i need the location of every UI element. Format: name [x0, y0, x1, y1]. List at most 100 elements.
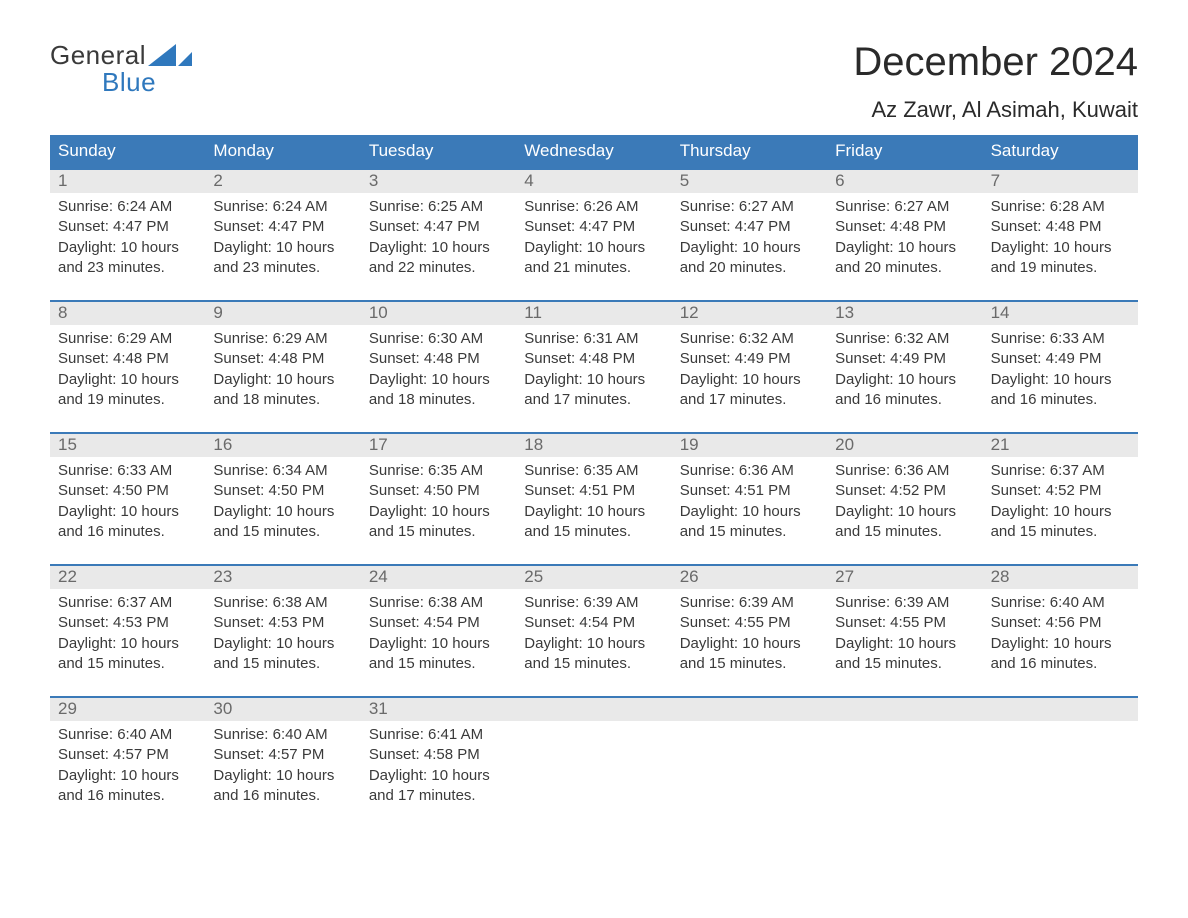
day-cell: Sunrise: 6:27 AMSunset: 4:47 PMDaylight:… — [672, 193, 827, 278]
sunset-line: Sunset: 4:57 PM — [58, 745, 197, 765]
daylight-line: Daylight: 10 hours and 17 minutes. — [369, 766, 508, 807]
sunrise-line: Sunrise: 6:38 AM — [213, 593, 352, 613]
sunrise-line: Sunrise: 6:27 AM — [835, 197, 974, 217]
month-title: December 2024 — [853, 40, 1138, 85]
day-cell: Sunrise: 6:36 AMSunset: 4:52 PMDaylight:… — [827, 457, 982, 542]
day-number: 8 — [50, 302, 205, 325]
sunrise-line: Sunrise: 6:39 AM — [524, 593, 663, 613]
daylight-line: Daylight: 10 hours and 15 minutes. — [369, 502, 508, 543]
day-cell: Sunrise: 6:26 AMSunset: 4:47 PMDaylight:… — [516, 193, 671, 278]
sunset-line: Sunset: 4:48 PM — [369, 349, 508, 369]
sunset-line: Sunset: 4:54 PM — [369, 613, 508, 633]
weekday-header: Monday — [205, 135, 360, 168]
day-number: 29 — [50, 698, 205, 721]
daylight-line: Daylight: 10 hours and 15 minutes. — [835, 634, 974, 675]
sunset-line: Sunset: 4:48 PM — [524, 349, 663, 369]
sunset-line: Sunset: 4:58 PM — [369, 745, 508, 765]
sunrise-line: Sunrise: 6:39 AM — [835, 593, 974, 613]
sunset-line: Sunset: 4:49 PM — [835, 349, 974, 369]
weeks-container: 1234567Sunrise: 6:24 AMSunset: 4:47 PMDa… — [50, 168, 1138, 806]
day-cell: Sunrise: 6:32 AMSunset: 4:49 PMDaylight:… — [672, 325, 827, 410]
sunrise-line: Sunrise: 6:24 AM — [213, 197, 352, 217]
daylight-line: Daylight: 10 hours and 16 minutes. — [58, 766, 197, 807]
day-number: 31 — [361, 698, 516, 721]
day-cell: Sunrise: 6:35 AMSunset: 4:50 PMDaylight:… — [361, 457, 516, 542]
sunset-line: Sunset: 4:54 PM — [524, 613, 663, 633]
sunset-line: Sunset: 4:49 PM — [991, 349, 1130, 369]
sunrise-line: Sunrise: 6:33 AM — [991, 329, 1130, 349]
daylight-line: Daylight: 10 hours and 19 minutes. — [58, 370, 197, 411]
day-cell: Sunrise: 6:29 AMSunset: 4:48 PMDaylight:… — [205, 325, 360, 410]
day-number — [516, 698, 671, 721]
sunrise-line: Sunrise: 6:40 AM — [991, 593, 1130, 613]
sunset-line: Sunset: 4:57 PM — [213, 745, 352, 765]
day-number: 13 — [827, 302, 982, 325]
day-number: 9 — [205, 302, 360, 325]
day-cell: Sunrise: 6:35 AMSunset: 4:51 PMDaylight:… — [516, 457, 671, 542]
sunset-line: Sunset: 4:48 PM — [213, 349, 352, 369]
day-cell: Sunrise: 6:40 AMSunset: 4:57 PMDaylight:… — [205, 721, 360, 806]
day-cell: Sunrise: 6:33 AMSunset: 4:50 PMDaylight:… — [50, 457, 205, 542]
sunrise-line: Sunrise: 6:32 AM — [835, 329, 974, 349]
daylight-line: Daylight: 10 hours and 17 minutes. — [524, 370, 663, 411]
day-cell: Sunrise: 6:24 AMSunset: 4:47 PMDaylight:… — [50, 193, 205, 278]
day-cell — [516, 721, 671, 806]
sunrise-line: Sunrise: 6:36 AM — [835, 461, 974, 481]
calendar-week: 1234567Sunrise: 6:24 AMSunset: 4:47 PMDa… — [50, 168, 1138, 278]
day-number: 7 — [983, 170, 1138, 193]
day-number: 22 — [50, 566, 205, 589]
weekday-header: Tuesday — [361, 135, 516, 168]
sunrise-line: Sunrise: 6:29 AM — [213, 329, 352, 349]
day-number-row: 22232425262728 — [50, 566, 1138, 589]
sunset-line: Sunset: 4:50 PM — [369, 481, 508, 501]
day-cell: Sunrise: 6:29 AMSunset: 4:48 PMDaylight:… — [50, 325, 205, 410]
day-number: 11 — [516, 302, 671, 325]
daylight-line: Daylight: 10 hours and 17 minutes. — [680, 370, 819, 411]
day-cell: Sunrise: 6:40 AMSunset: 4:56 PMDaylight:… — [983, 589, 1138, 674]
header: General Blue December 2024 Az Zawr, Al A… — [50, 40, 1138, 123]
sunrise-line: Sunrise: 6:40 AM — [213, 725, 352, 745]
day-number: 23 — [205, 566, 360, 589]
day-number-row: 891011121314 — [50, 302, 1138, 325]
daylight-line: Daylight: 10 hours and 15 minutes. — [835, 502, 974, 543]
day-cell: Sunrise: 6:31 AMSunset: 4:48 PMDaylight:… — [516, 325, 671, 410]
day-number: 14 — [983, 302, 1138, 325]
day-cell: Sunrise: 6:30 AMSunset: 4:48 PMDaylight:… — [361, 325, 516, 410]
logo: General Blue — [50, 40, 156, 100]
sunrise-line: Sunrise: 6:32 AM — [680, 329, 819, 349]
day-number: 10 — [361, 302, 516, 325]
day-number: 4 — [516, 170, 671, 193]
daylight-line: Daylight: 10 hours and 15 minutes. — [58, 634, 197, 675]
sunset-line: Sunset: 4:48 PM — [58, 349, 197, 369]
daylight-line: Daylight: 10 hours and 15 minutes. — [213, 502, 352, 543]
day-number-row: 293031 — [50, 698, 1138, 721]
daylight-line: Daylight: 10 hours and 22 minutes. — [369, 238, 508, 279]
day-number-row: 1234567 — [50, 170, 1138, 193]
day-cell: Sunrise: 6:28 AMSunset: 4:48 PMDaylight:… — [983, 193, 1138, 278]
sunset-line: Sunset: 4:52 PM — [835, 481, 974, 501]
day-cell: Sunrise: 6:39 AMSunset: 4:55 PMDaylight:… — [672, 589, 827, 674]
sunset-line: Sunset: 4:48 PM — [835, 217, 974, 237]
sunset-line: Sunset: 4:47 PM — [524, 217, 663, 237]
sunset-line: Sunset: 4:51 PM — [524, 481, 663, 501]
day-number: 20 — [827, 434, 982, 457]
daylight-line: Daylight: 10 hours and 16 minutes. — [991, 370, 1130, 411]
day-number: 26 — [672, 566, 827, 589]
location: Az Zawr, Al Asimah, Kuwait — [853, 97, 1138, 123]
sunrise-line: Sunrise: 6:33 AM — [58, 461, 197, 481]
day-number: 12 — [672, 302, 827, 325]
day-cell: Sunrise: 6:25 AMSunset: 4:47 PMDaylight:… — [361, 193, 516, 278]
daylight-line: Daylight: 10 hours and 20 minutes. — [835, 238, 974, 279]
sunset-line: Sunset: 4:49 PM — [680, 349, 819, 369]
day-number: 15 — [50, 434, 205, 457]
day-number: 6 — [827, 170, 982, 193]
day-cell: Sunrise: 6:24 AMSunset: 4:47 PMDaylight:… — [205, 193, 360, 278]
sunrise-line: Sunrise: 6:37 AM — [58, 593, 197, 613]
day-cell: Sunrise: 6:38 AMSunset: 4:53 PMDaylight:… — [205, 589, 360, 674]
daylight-line: Daylight: 10 hours and 23 minutes. — [58, 238, 197, 279]
day-cell — [827, 721, 982, 806]
sunset-line: Sunset: 4:51 PM — [680, 481, 819, 501]
sunset-line: Sunset: 4:47 PM — [58, 217, 197, 237]
day-cell: Sunrise: 6:39 AMSunset: 4:54 PMDaylight:… — [516, 589, 671, 674]
daylight-line: Daylight: 10 hours and 15 minutes. — [524, 502, 663, 543]
